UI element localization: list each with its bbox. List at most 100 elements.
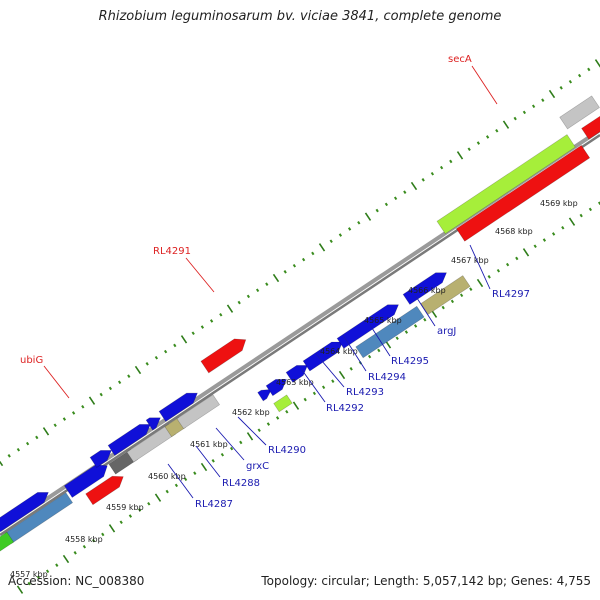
major-tick [502,120,510,129]
minor-tick [421,178,425,182]
minor-tick [533,244,537,248]
gene-label: RL4292 [326,403,364,414]
minor-tick [237,300,241,305]
minor-tick [577,73,582,78]
major-tick [200,462,208,472]
gene-label-leader [195,445,221,478]
minor-tick [531,104,536,109]
minor-tick [220,452,225,457]
minor-tick [541,98,545,102]
gene-label-leader [301,369,326,403]
gene-label-leader [237,416,267,446]
minor-tick [357,221,361,225]
minor-tick [16,447,21,452]
minor-tick [246,294,251,299]
gene-label-leader [167,463,194,499]
minor-tick [439,165,444,170]
map-title: Rhizobium leguminosarum bv. viciae 3841,… [98,9,502,24]
minor-tick [165,489,169,494]
minor-tick [193,471,197,475]
gene-label: RL4288 [222,478,260,489]
secA-gene-bar [436,134,576,235]
minor-tick [137,508,142,512]
minor-tick [154,355,159,360]
major-tick [292,401,300,410]
gene-label-leader [469,244,491,290]
gene-label-leader [369,324,391,357]
minor-tick [450,299,455,304]
major-tick [318,243,326,252]
minor-tick [36,575,41,580]
minor-tick [283,270,287,274]
minor-tick [559,86,563,90]
ubiG-gene [63,464,108,498]
gene-label: RL4290 [268,445,306,456]
minor-tick [467,147,471,151]
gene-label-leader [342,334,367,372]
minor-tick [303,397,307,402]
minor-tick [551,232,556,236]
minor-tick [82,544,87,549]
gene-label-leader [471,65,498,105]
kbp-tick-label: 4567 kbp [451,256,489,265]
minor-tick [266,422,271,426]
minor-tick [35,435,39,440]
minor-tick [173,343,177,348]
minor-tick [128,514,133,518]
minor-tick [568,79,573,84]
major-tick [568,217,576,226]
gene-label: RL4291 [153,246,191,257]
minor-tick [27,581,31,586]
gene-label: grxC [246,461,269,472]
minor-tick [522,110,527,115]
minor-tick [377,348,381,353]
major-tick [522,248,530,257]
major-tick [476,278,484,288]
major-tick [0,460,4,467]
minor-tick [71,411,76,415]
RL4295-gene [302,341,343,372]
gene-label-leader [185,257,215,293]
red-feature-ubiG [85,475,124,506]
minor-tick [101,532,105,537]
minor-tick [403,190,407,194]
minor-tick [579,213,583,218]
major-tick [548,89,556,99]
argJ-gene [355,305,425,359]
blue-gene-e [336,304,399,349]
minor-tick [53,423,57,427]
minor-tick [515,256,519,261]
minor-tick [485,135,490,139]
minor-tick [311,251,315,256]
minor-tick [301,257,306,262]
RL4293-gene [265,379,287,397]
gray-gene-lower [126,423,177,463]
minor-tick [487,275,491,279]
minor-tick [163,349,168,354]
minor-tick [191,331,195,335]
kbp-tick-label: 4562 kbp [232,408,270,417]
major-tick [338,370,346,380]
minor-tick [459,293,464,298]
minor-tick [331,379,335,383]
red-feature-top [581,115,600,140]
minor-tick [108,386,113,391]
major-tick [42,427,50,436]
minor-tick [211,459,215,463]
major-tick [272,273,280,283]
minor-tick [395,336,399,340]
blue-gene-lower-left [0,492,49,533]
minor-tick [265,282,269,286]
minor-tick [257,428,261,432]
major-tick [456,151,464,160]
minor-tick [183,477,188,482]
kbp-tick-label: 4561 kbp [190,440,228,449]
genome-summary: Topology: circular; Length: 5,057,142 bp… [261,574,591,588]
minor-tick [495,129,499,133]
minor-tick [292,263,297,268]
major-tick [88,396,96,405]
lime-small-gene [273,394,293,413]
kbp-tick-label: 4564 kbp [320,347,358,356]
secA-neighbor-bar [455,144,591,242]
